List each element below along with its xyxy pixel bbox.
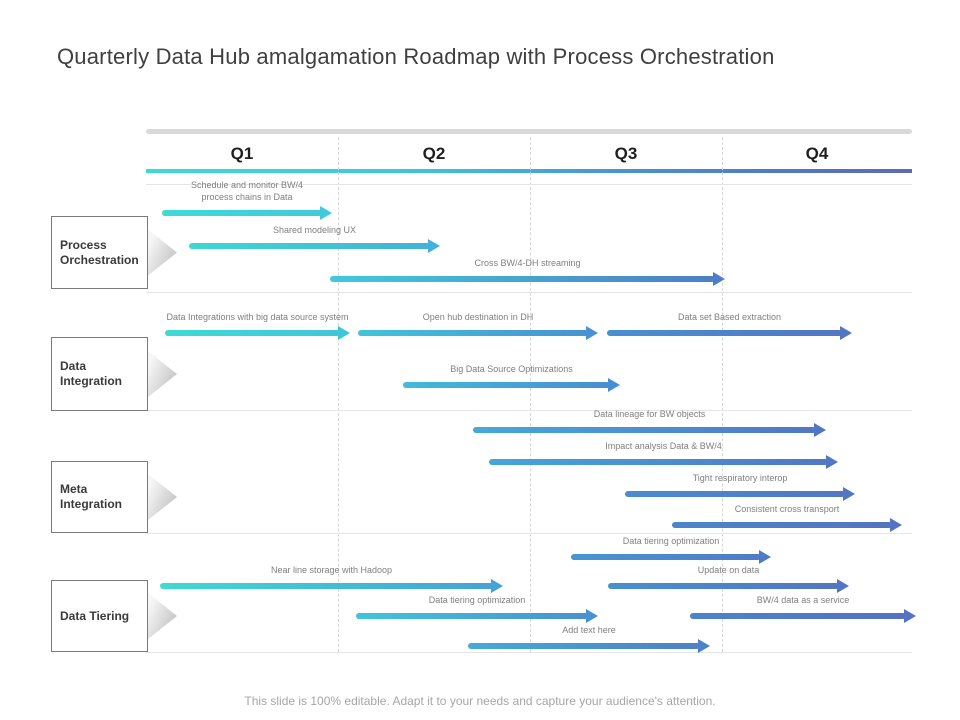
task-label: Data tiering optimization bbox=[428, 595, 526, 605]
grid-line-vertical bbox=[530, 137, 531, 652]
task-arrow-head bbox=[428, 239, 440, 253]
quarter-label: Q3 bbox=[614, 144, 638, 163]
task-arrow-shaft bbox=[165, 330, 340, 336]
task-label: Data Integrations with big data source s… bbox=[166, 312, 349, 322]
task-arrow-head bbox=[843, 487, 855, 501]
task-arrow-shaft bbox=[625, 491, 845, 497]
task-arrow-head bbox=[698, 639, 710, 653]
section-label-box: Meta Integration bbox=[51, 461, 148, 533]
task-arrow-shaft bbox=[607, 330, 842, 336]
grid-line-horizontal bbox=[146, 184, 912, 185]
timeline-gradient-line bbox=[146, 169, 912, 173]
grid-line-horizontal bbox=[146, 533, 912, 534]
task-arrow-head bbox=[586, 326, 598, 340]
task-arrow-shaft bbox=[672, 522, 892, 528]
task-arrow-head bbox=[904, 609, 916, 623]
task-arrow-shaft bbox=[403, 382, 610, 388]
task-arrow-head bbox=[320, 206, 332, 220]
task-arrow-head bbox=[713, 272, 725, 286]
task-arrow-shaft bbox=[162, 210, 322, 216]
task-arrow-shaft bbox=[358, 330, 588, 336]
task-label: Consistent cross transport bbox=[734, 504, 840, 514]
task-label: Near line storage with Hadoop bbox=[270, 565, 393, 575]
task-label: Open hub destination in DH bbox=[422, 312, 534, 322]
task-arrow-head bbox=[491, 579, 503, 593]
task-arrow-shaft bbox=[468, 643, 700, 649]
task-label: Update on data bbox=[697, 565, 760, 575]
section-chevron-icon bbox=[148, 351, 177, 397]
task-arrow-head bbox=[890, 518, 902, 532]
grid-line-vertical bbox=[338, 137, 339, 652]
task-arrow-shaft bbox=[356, 613, 588, 619]
task-arrow-shaft bbox=[473, 427, 816, 433]
task-arrow-shaft bbox=[690, 613, 906, 619]
task-label: Schedule and monitor BW/4 process chains… bbox=[190, 180, 304, 202]
task-label: Impact analysis Data & BW/4 bbox=[605, 441, 722, 451]
task-label: Add text here bbox=[562, 625, 616, 635]
section-label-box: Process Orchestration bbox=[51, 216, 148, 289]
footer-note: This slide is 100% editable. Adapt it to… bbox=[244, 694, 716, 708]
task-arrow-head bbox=[586, 609, 598, 623]
section-label-box: Data Tiering bbox=[51, 580, 148, 652]
quarter-label: Q2 bbox=[422, 144, 446, 163]
task-label: Data set Based extraction bbox=[677, 312, 782, 322]
task-label: Data lineage for BW objects bbox=[593, 409, 706, 419]
grid-line-horizontal bbox=[146, 410, 912, 411]
task-arrow-shaft bbox=[189, 243, 430, 249]
grid-line-horizontal bbox=[146, 652, 912, 653]
section-label-box: Data Integration bbox=[51, 337, 148, 411]
grid-line-horizontal bbox=[146, 292, 912, 293]
task-arrow-shaft bbox=[489, 459, 828, 465]
task-arrow-head bbox=[814, 423, 826, 437]
slide-title: Quarterly Data Hub amalgamation Roadmap … bbox=[57, 44, 775, 69]
task-arrow-shaft bbox=[608, 583, 839, 589]
section-chevron-icon bbox=[148, 593, 177, 639]
task-label: Cross BW/4-DH streaming bbox=[474, 258, 581, 268]
quarter-label: Q4 bbox=[805, 144, 829, 163]
task-arrow-shaft bbox=[330, 276, 715, 282]
task-arrow-head bbox=[338, 326, 350, 340]
task-label: BW/4 data as a service bbox=[756, 595, 850, 605]
task-label: Data tiering optimization bbox=[622, 536, 720, 546]
task-arrow-head bbox=[826, 455, 838, 469]
task-arrow-head bbox=[759, 550, 771, 564]
grid-line-vertical bbox=[722, 137, 723, 652]
task-arrow-head bbox=[608, 378, 620, 392]
task-label: Tight respiratory interop bbox=[692, 473, 788, 483]
task-arrow-shaft bbox=[160, 583, 493, 589]
section-chevron-icon bbox=[148, 474, 177, 520]
quarter-label: Q1 bbox=[230, 144, 254, 163]
task-label: Big Data Source Optimizations bbox=[450, 364, 573, 374]
task-arrow-head bbox=[837, 579, 849, 593]
task-arrow-head bbox=[840, 326, 852, 340]
task-arrow-shaft bbox=[571, 554, 761, 560]
task-label: Shared modeling UX bbox=[272, 225, 357, 235]
timeline-top-bar bbox=[146, 129, 912, 134]
